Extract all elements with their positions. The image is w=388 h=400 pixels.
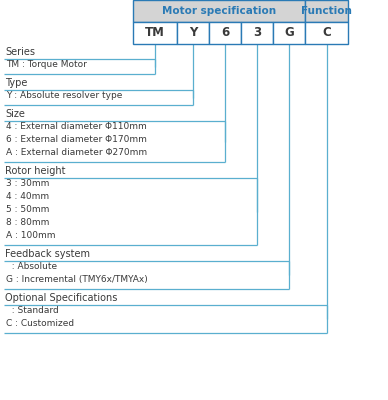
Text: Function: Function — [301, 6, 352, 16]
Bar — [133, 22, 177, 44]
Text: Type: Type — [5, 78, 28, 88]
Bar — [241, 22, 273, 44]
Text: Y: Y — [189, 26, 197, 40]
Bar — [305, 0, 348, 22]
Text: 4 : 40mm: 4 : 40mm — [6, 192, 49, 201]
Bar — [133, 0, 305, 22]
Text: C : Customized: C : Customized — [6, 319, 74, 328]
Text: Optional Specifications: Optional Specifications — [5, 293, 118, 303]
Bar — [305, 22, 348, 44]
Text: Y : Absolute resolver type: Y : Absolute resolver type — [6, 91, 122, 100]
Text: 6 : External diameter Φ170mm: 6 : External diameter Φ170mm — [6, 135, 147, 144]
Text: 3 : 30mm: 3 : 30mm — [6, 179, 49, 188]
Text: Feedback system: Feedback system — [5, 249, 90, 259]
Text: 6: 6 — [221, 26, 229, 40]
Bar — [273, 22, 305, 44]
Text: 8 : 80mm: 8 : 80mm — [6, 218, 49, 227]
Bar — [177, 22, 209, 44]
Text: G : Incremental (TMY6x/TMYAx): G : Incremental (TMY6x/TMYAx) — [6, 275, 148, 284]
Text: : Absolute: : Absolute — [6, 262, 57, 271]
Text: 3: 3 — [253, 26, 261, 40]
Text: Size: Size — [5, 109, 25, 119]
Text: Motor specification: Motor specification — [162, 6, 276, 16]
Text: 4 : External diameter Φ110mm: 4 : External diameter Φ110mm — [6, 122, 147, 131]
Bar — [209, 22, 241, 44]
Text: A : External diameter Φ270mm: A : External diameter Φ270mm — [6, 148, 147, 157]
Text: Series: Series — [5, 47, 35, 57]
Text: A : 100mm: A : 100mm — [6, 231, 55, 240]
Text: 5 : 50mm: 5 : 50mm — [6, 205, 49, 214]
Text: TM : Torque Motor: TM : Torque Motor — [6, 60, 87, 69]
Text: G: G — [284, 26, 294, 40]
Text: TM: TM — [145, 26, 165, 40]
Text: : Standard: : Standard — [6, 306, 59, 315]
Text: Rotor height: Rotor height — [5, 166, 66, 176]
Text: C: C — [322, 26, 331, 40]
